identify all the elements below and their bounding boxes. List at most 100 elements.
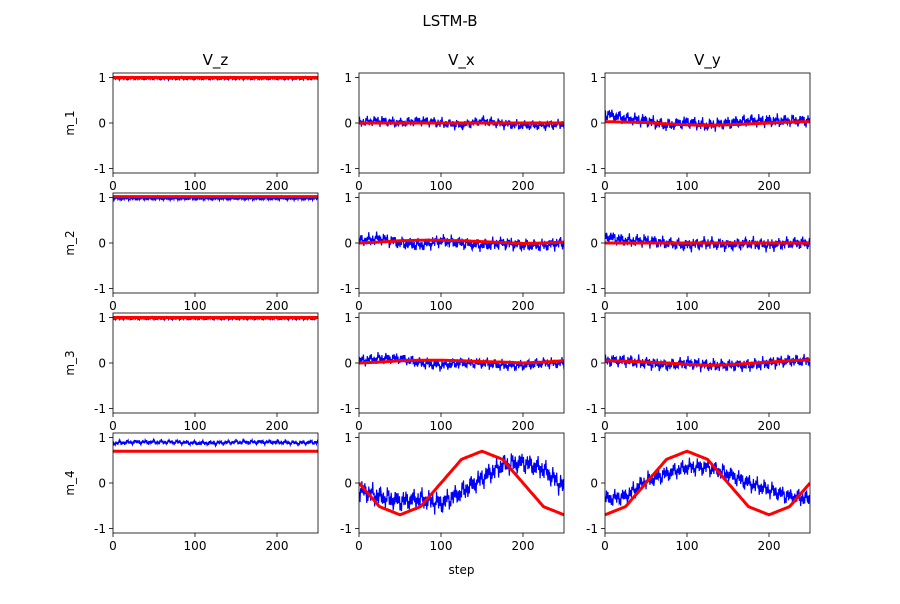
x-tick-label: 100 bbox=[430, 179, 453, 193]
y-tick-label: -1 bbox=[586, 402, 598, 416]
subplot: 0 100 200-101 bbox=[94, 311, 319, 433]
subplot: 0 100 200-101 bbox=[340, 431, 565, 553]
axes-frame bbox=[112, 72, 319, 174]
y-tick-label: 1 bbox=[344, 191, 352, 205]
x-tick-label: 200 bbox=[758, 419, 781, 433]
x-tick-label: 0 bbox=[109, 419, 117, 433]
x-tick-label: 100 bbox=[430, 299, 453, 313]
reference-series-line bbox=[605, 120, 810, 127]
subplot: 0 100 200-101 bbox=[94, 431, 319, 553]
x-tick-label: 200 bbox=[758, 179, 781, 193]
x-tick-label: 100 bbox=[676, 179, 699, 193]
x-tick-label: 0 bbox=[355, 539, 363, 553]
y-tick-label: 0 bbox=[344, 117, 352, 131]
y-tick-label: 1 bbox=[344, 311, 352, 325]
reference-series-line bbox=[605, 358, 810, 367]
y-tick-label: -1 bbox=[586, 522, 598, 536]
row-label: m_3 bbox=[63, 350, 77, 375]
y-tick-label: 1 bbox=[344, 431, 352, 445]
x-axis-label: step bbox=[449, 563, 475, 577]
reference-series-line bbox=[359, 358, 564, 365]
x-tick-label: 200 bbox=[266, 539, 289, 553]
y-tick-label: -1 bbox=[94, 282, 106, 296]
y-tick-label: 0 bbox=[590, 477, 598, 491]
y-tick-label: 1 bbox=[590, 431, 598, 445]
x-tick-label: 100 bbox=[430, 539, 453, 553]
y-tick-label: 0 bbox=[98, 357, 106, 371]
x-tick-label: 100 bbox=[184, 539, 207, 553]
x-tick-label: 200 bbox=[512, 179, 535, 193]
x-tick-label: 200 bbox=[512, 419, 535, 433]
y-tick-label: -1 bbox=[94, 162, 106, 176]
subplot: 0 100 200-101 bbox=[586, 191, 811, 313]
reference-series-line bbox=[359, 238, 564, 246]
x-tick-label: 200 bbox=[758, 539, 781, 553]
axes-frame bbox=[112, 312, 319, 414]
x-tick-label: 200 bbox=[266, 419, 289, 433]
x-tick-label: 0 bbox=[601, 539, 609, 553]
y-tick-label: 0 bbox=[590, 357, 598, 371]
x-tick-label: 0 bbox=[601, 299, 609, 313]
x-tick-label: 0 bbox=[109, 539, 117, 553]
subplot: 0 100 200-101 bbox=[586, 71, 811, 193]
column-title: V_z bbox=[203, 51, 229, 70]
x-tick-label: 0 bbox=[355, 419, 363, 433]
estimate-series-line bbox=[359, 453, 564, 515]
x-tick-label: 100 bbox=[676, 539, 699, 553]
y-tick-label: 1 bbox=[590, 191, 598, 205]
x-tick-label: 0 bbox=[601, 179, 609, 193]
x-tick-label: 0 bbox=[355, 179, 363, 193]
y-tick-label: 1 bbox=[590, 71, 598, 85]
y-tick-label: -1 bbox=[586, 282, 598, 296]
reference-series-line bbox=[605, 449, 810, 517]
x-tick-label: 200 bbox=[758, 299, 781, 313]
y-tick-label: -1 bbox=[340, 522, 352, 536]
y-tick-label: 0 bbox=[98, 237, 106, 251]
estimate-series-line bbox=[605, 109, 810, 132]
subplot: 0 100 200-101 bbox=[586, 431, 811, 553]
y-tick-label: -1 bbox=[340, 162, 352, 176]
reference-series-line bbox=[359, 449, 564, 517]
row-label: m_4 bbox=[63, 470, 77, 495]
y-tick-label: -1 bbox=[340, 282, 352, 296]
estimate-series-line bbox=[605, 457, 810, 507]
x-tick-label: 100 bbox=[184, 419, 207, 433]
y-tick-label: 0 bbox=[344, 477, 352, 491]
y-tick-label: -1 bbox=[340, 402, 352, 416]
y-tick-label: 1 bbox=[590, 311, 598, 325]
y-tick-label: 0 bbox=[98, 117, 106, 131]
estimate-series-line bbox=[113, 437, 318, 448]
y-tick-label: 0 bbox=[344, 357, 352, 371]
chart-title: LSTM-B bbox=[422, 12, 477, 30]
subplot: 0 100 200-101 bbox=[94, 191, 319, 313]
y-tick-label: 1 bbox=[344, 71, 352, 85]
row-label: m_1 bbox=[63, 110, 77, 135]
y-tick-label: 0 bbox=[98, 477, 106, 491]
x-tick-label: 100 bbox=[430, 419, 453, 433]
x-tick-label: 0 bbox=[109, 299, 117, 313]
subplot: 0 100 200-101 bbox=[340, 191, 565, 313]
x-tick-label: 200 bbox=[512, 299, 535, 313]
x-tick-label: 0 bbox=[109, 179, 117, 193]
subplot: 0 100 200-101 bbox=[586, 311, 811, 433]
x-tick-label: 100 bbox=[676, 419, 699, 433]
x-tick-label: 100 bbox=[184, 179, 207, 193]
y-tick-label: -1 bbox=[586, 162, 598, 176]
x-tick-label: 100 bbox=[184, 299, 207, 313]
subplot: 0 100 200-101 bbox=[340, 71, 565, 193]
subplot: 0 100 200-101 bbox=[340, 311, 565, 433]
x-tick-label: 100 bbox=[676, 299, 699, 313]
axes-frame bbox=[604, 432, 811, 534]
axes-frame bbox=[112, 432, 319, 534]
y-tick-label: 1 bbox=[98, 431, 106, 445]
x-tick-label: 200 bbox=[512, 539, 535, 553]
column-title: V_x bbox=[448, 51, 475, 70]
column-title: V_y bbox=[694, 51, 721, 70]
y-tick-label: 0 bbox=[590, 237, 598, 251]
y-tick-label: 1 bbox=[98, 311, 106, 325]
y-tick-label: 0 bbox=[590, 117, 598, 131]
x-tick-label: 200 bbox=[266, 299, 289, 313]
